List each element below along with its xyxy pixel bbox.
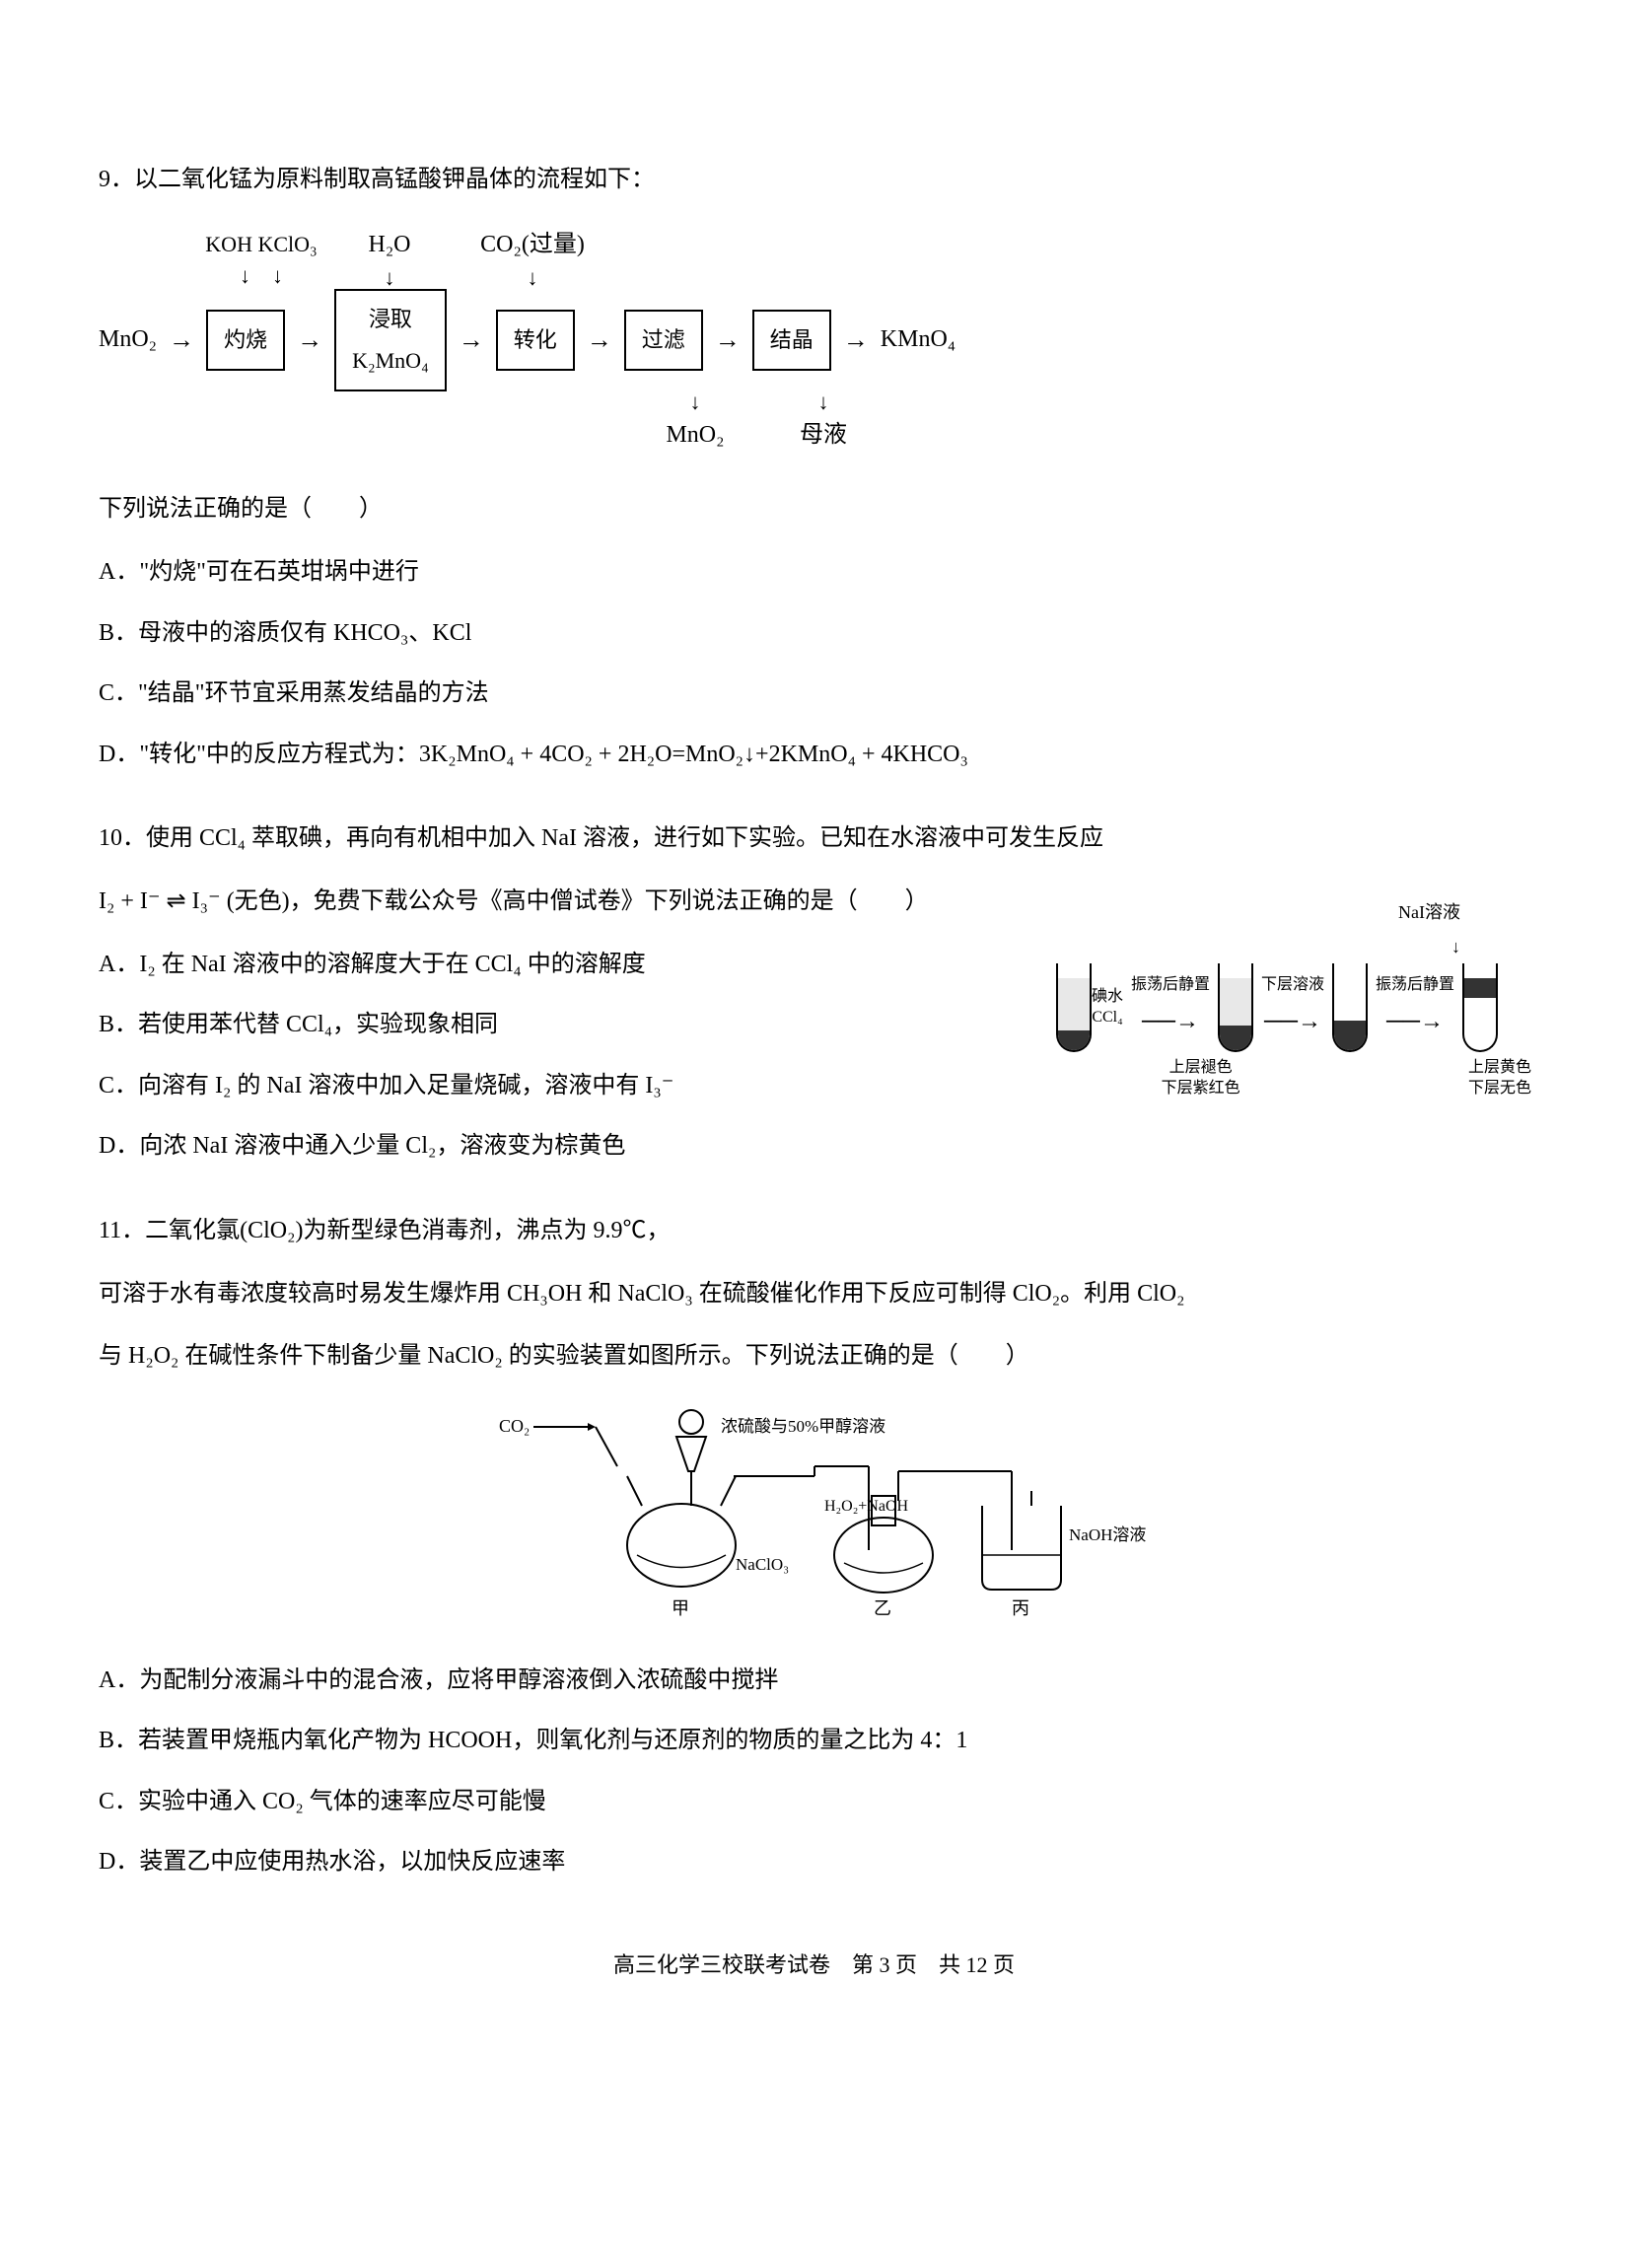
q9-stem: 9．以二氧化锰为原料制取高锰酸钾晶体的流程如下：	[99, 158, 1529, 203]
q10-option-b: B．若使用苯代替 CCl₄，实验现象相同	[99, 1003, 986, 1048]
question-11: 11．二氧化氯(ClO₂)为新型绿色消毒剂，沸点为 9.9℃， 可溶于水有毒浓度…	[99, 1209, 1529, 1885]
flow-start: MnO₂	[99, 318, 157, 363]
question-10: 10．使用 CCl₄ 萃取碘，再向有机相中加入 NaI 溶液，进行如下实验。已知…	[99, 816, 1529, 1169]
flow-down2: 母液	[800, 413, 847, 459]
q9-option-c: C．"结晶"环节宜采用蒸发结晶的方法	[99, 672, 1529, 717]
nai-label: NaI溶液	[1398, 902, 1460, 922]
flow-box2-l1: 浸取	[352, 299, 429, 340]
arrow-right-icon: →	[585, 316, 614, 364]
arrow-right-icon: →	[713, 316, 743, 364]
arrow-right-icon: ──→	[1261, 1000, 1324, 1045]
jia-label: 甲	[672, 1598, 689, 1618]
q9-option-d: D．"转化"中的反应方程式为：3K₂MnO₄ + 4CO₂ + 2H₂O=MnO…	[99, 733, 1529, 778]
arrow-down-icon: ↓	[1451, 937, 1460, 957]
q10-option-d: D．向浓 NaI 溶液中通入少量 Cl₂，溶液变为棕黄色	[99, 1124, 986, 1169]
flow-down1: MnO₂	[666, 413, 724, 459]
flow-box2: 浸取 K₂MnO₄	[334, 289, 447, 391]
arrow2-label: 下层溶液	[1261, 970, 1324, 1000]
question-9: 9．以二氧化锰为原料制取高锰酸钾晶体的流程如下： KOH KClO₃ ↓ ↓ H…	[99, 158, 1529, 777]
q9-flowchart: KOH KClO₃ ↓ ↓ H₂O ↓ CO₂(过量) ↓ MnO₂ → 灼烧 …	[99, 223, 1529, 459]
h2o2-label: H₂O₂+NaOH	[824, 1498, 909, 1515]
arrow1-label: 振荡后静置	[1131, 970, 1210, 1000]
co2-label: CO₂	[499, 1416, 530, 1436]
arrow-right-icon: →	[841, 316, 871, 364]
flow-in2: H₂O	[368, 223, 410, 268]
arrow-right-icon: →	[295, 316, 324, 364]
flow-in1: KOH KClO₃	[205, 224, 317, 265]
flow-box1: 灼烧	[206, 310, 285, 371]
flow-box5: 结晶	[752, 310, 831, 371]
apparatus-svg: CO₂ 浓硫酸与50%甲醇溶液 NaClO₃ 甲	[479, 1397, 1150, 1634]
arrow-right-icon: ──→	[1376, 1000, 1454, 1045]
t4-note2: 下层无色	[1451, 1079, 1549, 1099]
tube-1	[1056, 963, 1092, 1052]
t2-note2: 下层紫红色	[1142, 1079, 1260, 1099]
arrow3-label: 振荡后静置	[1376, 970, 1454, 1000]
arrow-down-icon: ↓	[818, 391, 829, 413]
t4-note1: 上层黄色	[1451, 1058, 1549, 1079]
q10-figure: NaI溶液 ↓ 碘水 CCl₄ 振荡后静置 ──→	[1056, 895, 1549, 1099]
arrow-right-icon: ──→	[1131, 1000, 1210, 1045]
yi-label: 乙	[874, 1598, 891, 1618]
q11-option-c: C．实验中通入 CO₂ 气体的速率应尽可能慢	[99, 1780, 1529, 1825]
arrow-right-icon: →	[167, 316, 196, 364]
t2-note1: 上层褪色	[1142, 1058, 1260, 1079]
tube1-lab-bot: CCl₄	[1092, 1008, 1123, 1028]
q9-option-b: B．母液中的溶质仅有 KHCO₃、KCl	[99, 611, 1529, 657]
q9-stem2: 下列说法正确的是（ ）	[99, 487, 1529, 532]
mix-label: 浓硫酸与50%甲醇溶液	[721, 1417, 885, 1436]
naoh-label: NaOH溶液	[1069, 1525, 1146, 1544]
flow-in3: CO₂(过量)	[480, 223, 585, 268]
bing-label: 丙	[1012, 1598, 1029, 1618]
page-footer: 高三化学三校联考试卷 第 3 页 共 12 页	[99, 1945, 1529, 1986]
q10-option-a: A．I₂ 在 NaI 溶液中的溶解度大于在 CCl₄ 中的溶解度	[99, 943, 986, 988]
q11-option-a: A．为配制分液漏斗中的混合液，应将甲醇溶液倒入浓硫酸中搅拌	[99, 1659, 1529, 1704]
flow-box3: 转化	[496, 310, 575, 371]
arrow-down-icon: ↓ ↓	[240, 265, 283, 287]
arrow-down-icon: ↓	[385, 267, 395, 289]
q11-option-d: D．装置乙中应使用热水浴，以加快反应速率	[99, 1840, 1529, 1885]
q11-stem3: 与 H₂O₂ 在碱性条件下制备少量 NaClO₂ 的实验装置如图所示。下列说法正…	[99, 1334, 1529, 1380]
tube1-lab-top: 碘水	[1092, 987, 1123, 1008]
q11-figure: CO₂ 浓硫酸与50%甲醇溶液 NaClO₃ 甲	[99, 1397, 1529, 1634]
arrow-down-icon: ↓	[528, 267, 538, 289]
naclo3-label: NaClO₃	[736, 1555, 789, 1574]
arrow-right-icon: →	[457, 316, 486, 364]
q11-option-b: B．若装置甲烧瓶内氧化产物为 HCOOH，则氧化剂与还原剂的物质的量之比为 4：…	[99, 1719, 1529, 1764]
tube-3	[1332, 963, 1368, 1052]
tube-4	[1462, 963, 1498, 1052]
flow-end: KMnO₄	[881, 318, 956, 363]
q11-stem1: 11．二氧化氯(ClO₂)为新型绿色消毒剂，沸点为 9.9℃，	[99, 1209, 1529, 1254]
flow-box4: 过滤	[624, 310, 703, 371]
q11-stem2: 可溶于水有毒浓度较高时易发生爆炸用 CH₃OH 和 NaClO₃ 在硫酸催化作用…	[99, 1272, 1529, 1317]
q10-stem: 10．使用 CCl₄ 萃取碘，再向有机相中加入 NaI 溶液，进行如下实验。已知…	[99, 816, 1529, 862]
q10-option-c: C．向溶有 I₂ 的 NaI 溶液中加入足量烧碱，溶液中有 I₃⁻	[99, 1064, 986, 1109]
tube-2	[1218, 963, 1253, 1052]
flow-box2-l2: K₂MnO₄	[352, 340, 429, 382]
arrow-down-icon: ↓	[690, 391, 701, 413]
q9-option-a: A．"灼烧"可在石英坩埚中进行	[99, 550, 1529, 596]
